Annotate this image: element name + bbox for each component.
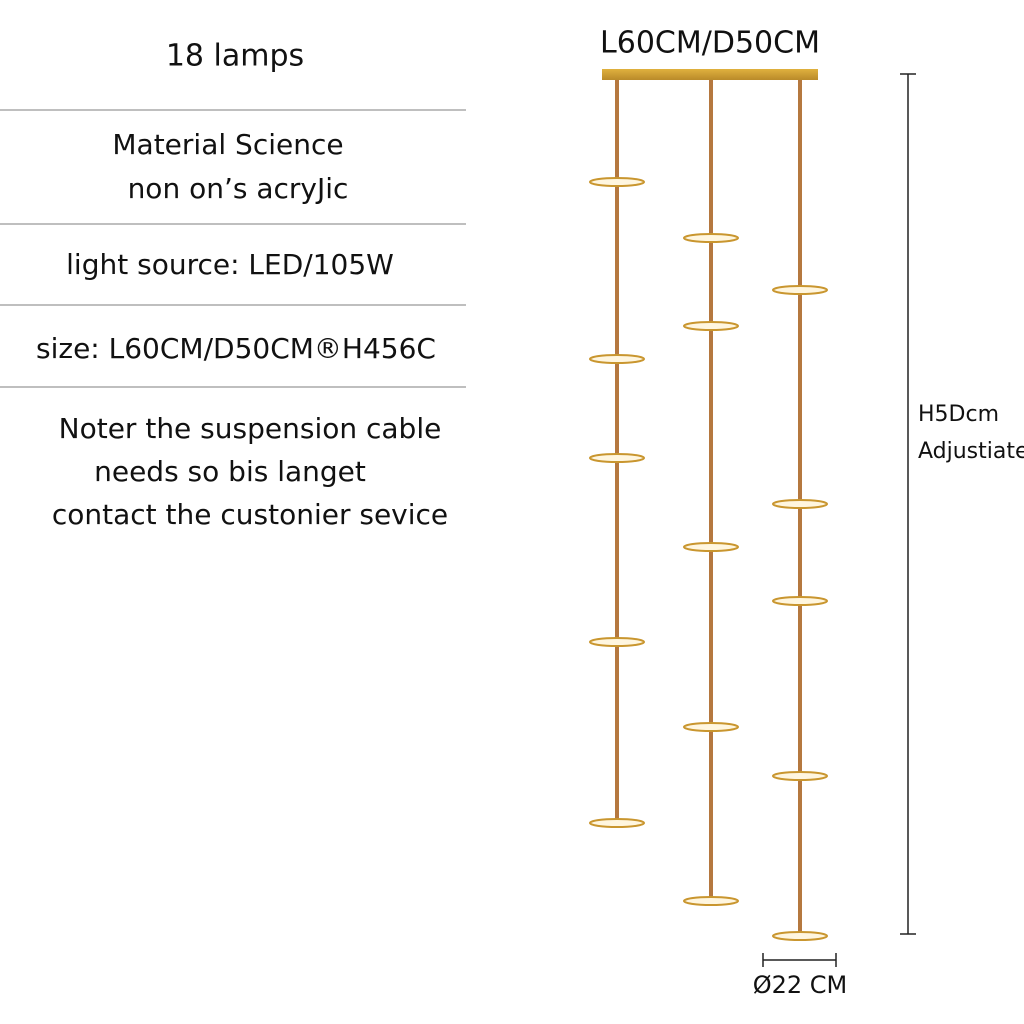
note-line: contact the custonier sevice — [52, 498, 448, 531]
height-label: Adjustiate — [918, 439, 1024, 464]
spec-line: light source: LED/105W — [66, 248, 394, 281]
lamp-disc — [772, 771, 828, 781]
note-line: Noter the suspension cable — [59, 412, 442, 445]
note-line: needs so bis langet — [94, 455, 366, 488]
lamp-disc — [772, 499, 828, 509]
height-label: H5Dcm — [918, 402, 999, 427]
title: 18 lamps — [166, 39, 304, 74]
lamp-disc — [589, 177, 645, 187]
lamp-disc — [772, 285, 828, 295]
width-label: L60CM/D50CM — [600, 26, 820, 61]
disc-label: Ø22 CM — [753, 971, 848, 999]
lamp-disc — [683, 722, 739, 732]
spec-line: non on’s acryJic — [128, 172, 349, 205]
spec-line: Material Science — [112, 128, 343, 161]
spec-line: size: L60CM/D50CM®H456C — [36, 332, 436, 365]
lamp-disc — [772, 931, 828, 941]
lamp-disc — [589, 818, 645, 828]
lamp-disc — [683, 233, 739, 243]
lamp-disc — [683, 896, 739, 906]
lamp-disc — [589, 453, 645, 463]
lamp — [589, 80, 828, 941]
lamp-disc — [589, 637, 645, 647]
lamp-disc — [683, 542, 739, 552]
canopy — [602, 69, 818, 80]
lamp-disc — [683, 321, 739, 331]
lamp-disc — [589, 354, 645, 364]
lamp-disc — [772, 596, 828, 606]
